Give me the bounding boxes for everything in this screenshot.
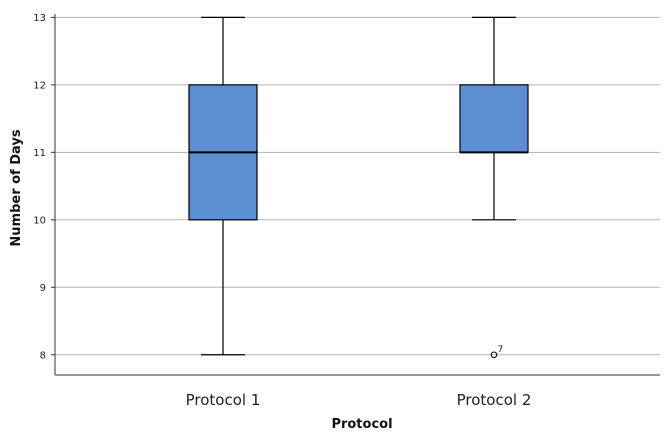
box-1 — [188, 16, 258, 356]
y-tick-label-12: 12 — [33, 80, 46, 91]
box-series: 7 — [188, 16, 529, 359]
y-axis-title: Number of Days — [9, 129, 24, 246]
box-2: 7 — [459, 16, 529, 359]
outlier-label-0: 7 — [498, 345, 504, 355]
y-tick-label-13: 13 — [33, 13, 46, 24]
grid-lines — [55, 16, 660, 356]
y-tick-label-11: 11 — [33, 148, 46, 159]
axes — [54, 14, 660, 376]
outlier-marker-0 — [490, 351, 498, 359]
category-label-2: Protocol 2 — [457, 391, 532, 409]
x-axis-title: Protocol — [331, 417, 392, 432]
y-tick-label-9: 9 — [40, 283, 46, 294]
y-tick-label-10: 10 — [33, 215, 46, 226]
category-label-1: Protocol 1 — [186, 391, 261, 409]
y-tick-label-8: 8 — [40, 350, 46, 361]
category-labels: Protocol 1 Protocol 2 — [186, 391, 532, 409]
y-tick-labels: 8 9 10 11 12 13 — [33, 13, 55, 361]
iqr-box — [459, 84, 529, 153]
